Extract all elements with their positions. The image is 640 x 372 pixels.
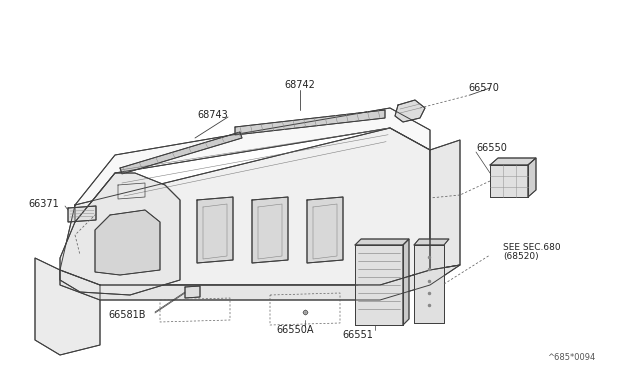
Polygon shape xyxy=(528,158,536,197)
Polygon shape xyxy=(75,108,430,222)
Polygon shape xyxy=(185,286,200,298)
Text: 66550A: 66550A xyxy=(276,325,314,335)
Text: 66551: 66551 xyxy=(342,330,373,340)
Polygon shape xyxy=(355,245,403,325)
Polygon shape xyxy=(95,210,160,275)
Text: 66550: 66550 xyxy=(476,143,507,153)
Polygon shape xyxy=(235,110,385,135)
Polygon shape xyxy=(252,197,288,263)
Text: SEE SEC.680: SEE SEC.680 xyxy=(503,244,561,253)
Polygon shape xyxy=(414,245,444,323)
Polygon shape xyxy=(395,100,425,122)
Text: 68742: 68742 xyxy=(285,80,316,90)
Text: ^685*0094: ^685*0094 xyxy=(547,353,595,362)
Polygon shape xyxy=(60,265,460,300)
Polygon shape xyxy=(490,165,528,197)
Polygon shape xyxy=(403,239,409,325)
Text: 66581B: 66581B xyxy=(108,310,145,320)
Text: (68520): (68520) xyxy=(503,253,539,262)
Polygon shape xyxy=(414,239,449,245)
Polygon shape xyxy=(430,140,460,270)
Text: 66371: 66371 xyxy=(28,199,59,209)
Polygon shape xyxy=(307,197,343,263)
Polygon shape xyxy=(60,128,430,285)
Text: 68743: 68743 xyxy=(197,110,228,120)
Polygon shape xyxy=(490,158,536,165)
Polygon shape xyxy=(355,239,409,245)
Polygon shape xyxy=(35,258,100,355)
Polygon shape xyxy=(118,183,145,199)
Polygon shape xyxy=(68,206,96,222)
Polygon shape xyxy=(60,173,180,295)
Text: 66570: 66570 xyxy=(468,83,499,93)
Polygon shape xyxy=(197,197,233,263)
Polygon shape xyxy=(120,132,242,174)
